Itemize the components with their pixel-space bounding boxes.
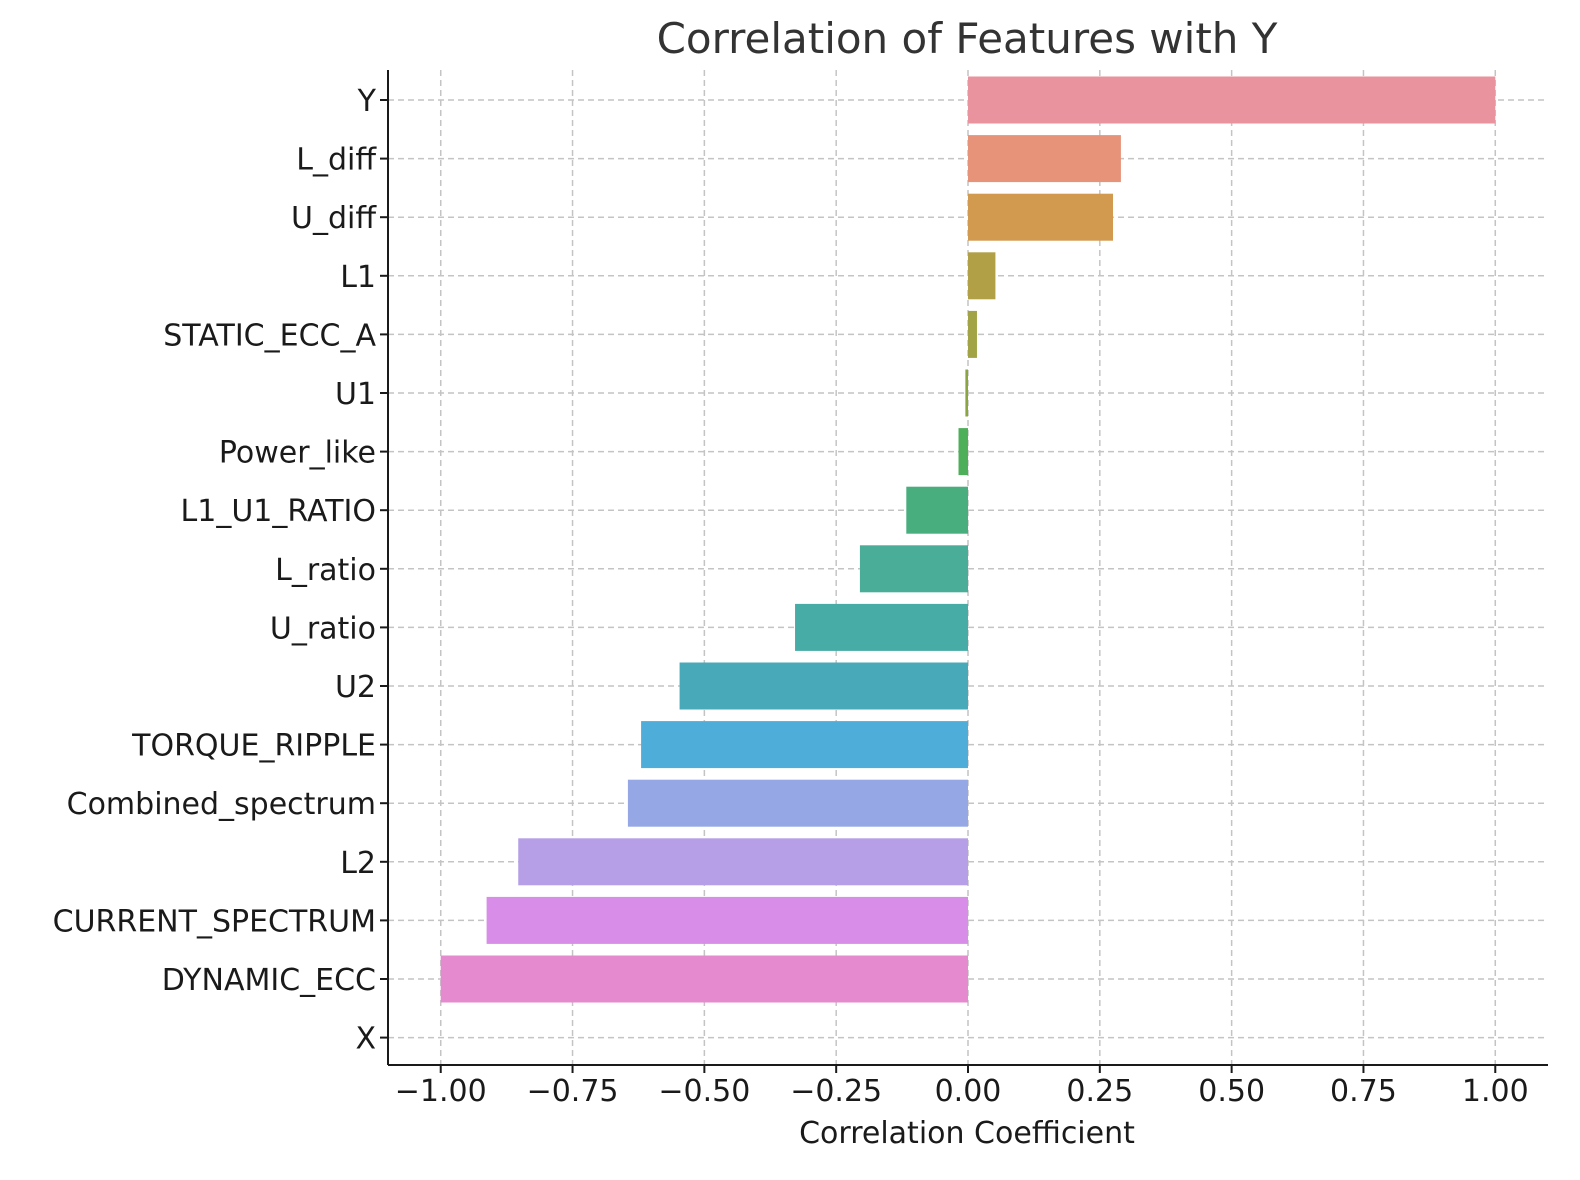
y-tick-label: U_ratio [270,611,376,646]
bar-u2 [679,662,968,710]
bar-current-spectrum [486,896,968,944]
x-axis-label: Correlation Coefficient [799,1116,1135,1151]
y-tick-label: CURRENT_SPECTRUM [53,904,376,939]
bar-l-diff [968,135,1121,183]
x-tick-label: −1.00 [395,1074,487,1109]
x-tick-label: 0.00 [935,1074,1002,1109]
x-axis-ticks: −1.00 −0.75 −0.50 −0.25 0.00 0.25 0.50 0.75 1.00 [395,1065,1529,1109]
y-tick-label: Y [357,84,377,119]
chart-title: Correlation of Features with Y [657,14,1278,63]
bar-static-ecc-a [968,310,977,358]
y-tick-label: TORQUE_RIPPLE [131,729,376,764]
y-tick-label: U2 [335,670,376,705]
x-tick-label: 1.00 [1462,1074,1529,1109]
bar-l1-u1-ratio [906,486,968,534]
bar-u-diff [968,193,1113,241]
y-tick-label: DYNAMIC_ECC [162,963,376,998]
bar-dynamic-ecc [440,955,968,1003]
y-tick-label: Combined_spectrum [67,787,376,822]
x-tick-label: 0.75 [1330,1074,1397,1109]
y-tick-label: X [355,1022,376,1057]
y-axis-ticks: Y L_diff U_diff L1 STATIC_ECC_A U1 Power_like L… [53,84,388,1057]
y-tick-label: L2 [340,846,376,881]
x-tick-label: 0.50 [1198,1074,1265,1109]
bar-l1 [968,252,996,300]
bar-y [968,76,1496,124]
y-tick-label: U1 [335,377,376,412]
bar-u1 [965,369,968,417]
x-tick-label: −0.25 [790,1074,882,1109]
y-tick-label: L_diff [296,143,377,178]
bar-power-like [958,428,968,476]
x-tick-label: −0.75 [527,1074,619,1109]
y-tick-label: L1_U1_RATIO [181,494,376,529]
x-tick-label: 0.25 [1066,1074,1133,1109]
bar-combined-spectrum [627,779,968,827]
y-tick-label: L1 [340,260,376,295]
bar-l-ratio [859,545,968,593]
y-tick-label: L_ratio [275,553,376,588]
bar-l2 [518,838,968,886]
bar-u-ratio [795,603,968,651]
x-tick-label: −0.50 [658,1074,750,1109]
y-tick-label: U_diff [291,201,377,236]
bar-torque-ripple [641,721,968,769]
y-tick-label: Power_like [219,436,376,471]
bars [440,76,1496,1003]
y-tick-label: STATIC_ECC_A [163,318,376,353]
